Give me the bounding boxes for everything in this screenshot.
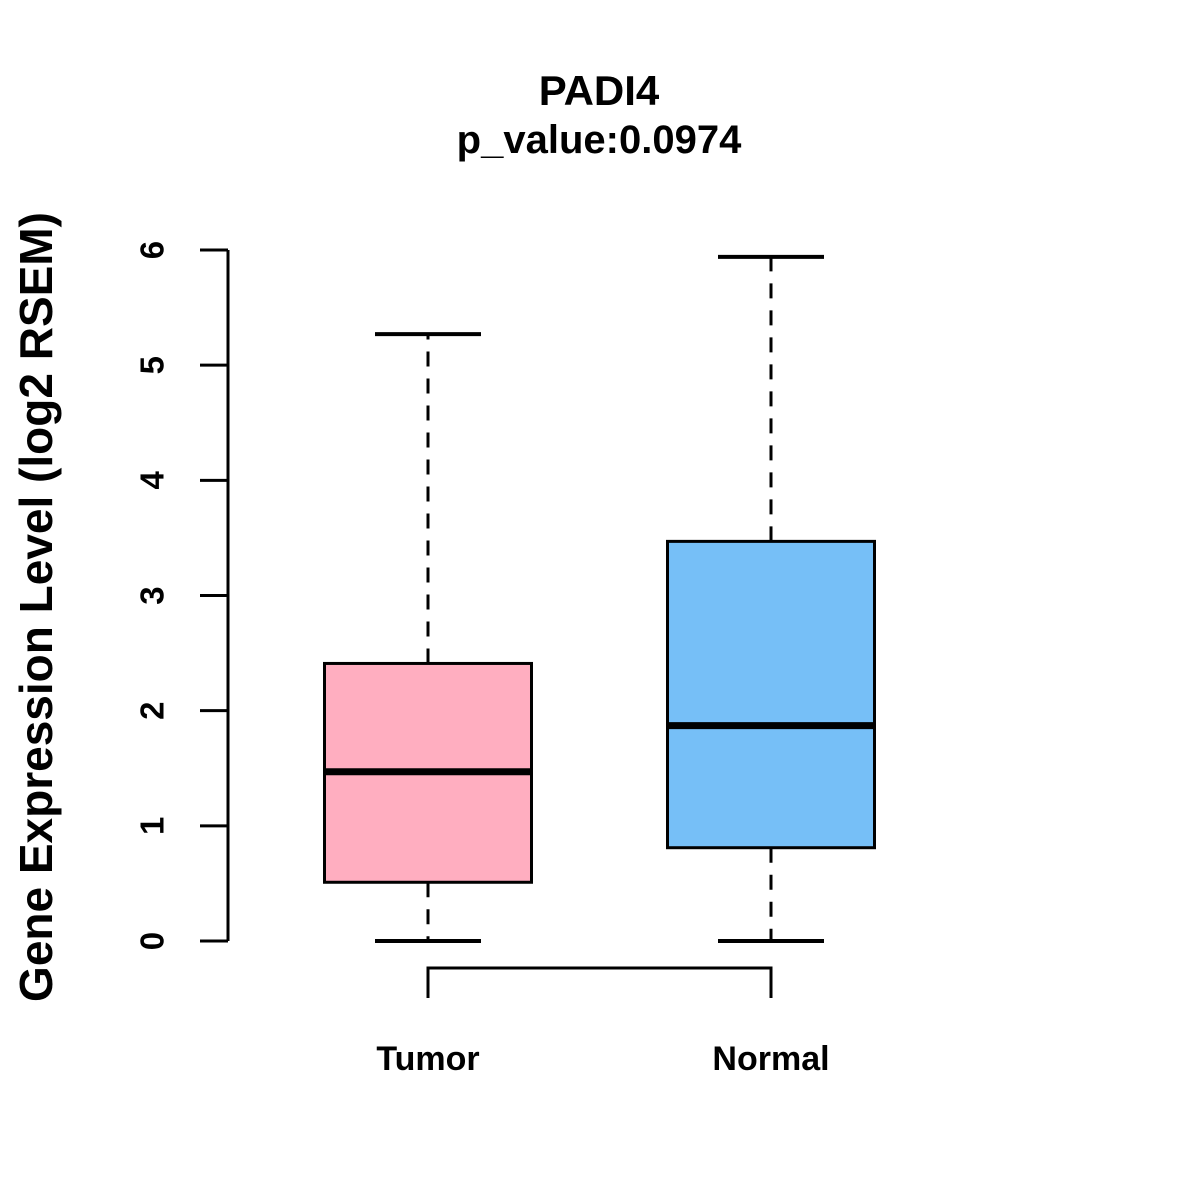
y-tick-label: 1 — [134, 817, 171, 835]
y-tick-label: 5 — [134, 356, 171, 374]
y-tick-label: 4 — [134, 471, 171, 490]
x-category-label-tumor: Tumor — [376, 1040, 480, 1078]
y-tick-label: 0 — [134, 932, 171, 950]
y-tick-label: 2 — [134, 701, 171, 719]
box-normal — [666, 539, 876, 850]
comparison-bracket — [426, 966, 773, 998]
x-category-label-normal: Normal — [712, 1040, 830, 1078]
chart-title: PADI4 — [538, 67, 660, 114]
y-tick-label: 3 — [134, 586, 171, 604]
y-tick-label: 6 — [134, 241, 171, 259]
chart-subtitle: p_value:0.0974 — [456, 118, 742, 162]
